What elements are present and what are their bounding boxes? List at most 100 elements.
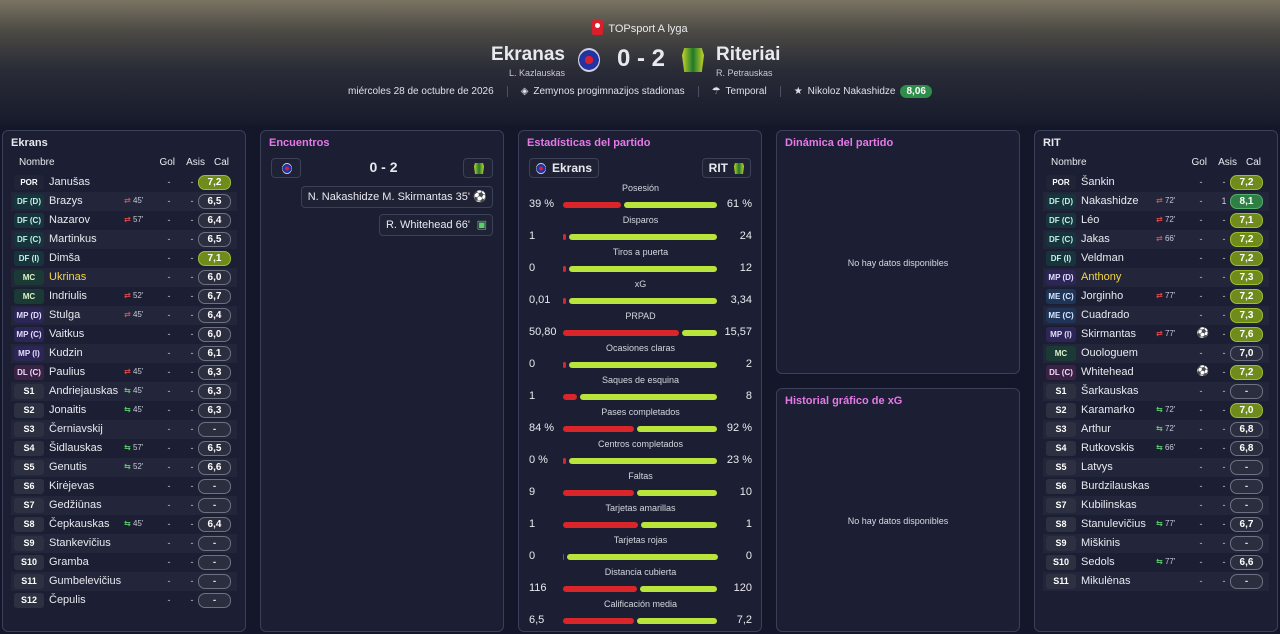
player-row[interactable]: ME (C) Cuadrado - -7,3 bbox=[1043, 306, 1269, 325]
player-row[interactable]: MP (D) Stulga ⇄ 45' - -6,4 bbox=[11, 306, 237, 325]
player-row[interactable]: S9 Stankevičius - - - bbox=[11, 534, 237, 553]
player-row[interactable]: S5 Latvys - - - bbox=[1043, 458, 1269, 477]
player-row[interactable]: POR Šankin - -7,2 bbox=[1043, 173, 1269, 192]
player-name[interactable]: Latvys bbox=[1081, 461, 1113, 473]
player-row[interactable]: S2 Jonaitis ⇆ 45' - -6,3 bbox=[11, 401, 237, 420]
player-row[interactable]: S1 Andriejauskas ⇆ 45' - -6,3 bbox=[11, 382, 237, 401]
home-mini-crest[interactable] bbox=[271, 158, 301, 178]
player-name[interactable]: Miškinis bbox=[1081, 537, 1121, 549]
player-row[interactable]: S4 Šidlauskas ⇆ 57' - -6,5 bbox=[11, 439, 237, 458]
player-row[interactable]: S3 Černiavskij - - - bbox=[11, 420, 237, 439]
player-row[interactable]: S1 Šarkauskas - - - bbox=[1043, 382, 1269, 401]
player-name[interactable]: Kirėjevas bbox=[49, 480, 95, 492]
col-cal[interactable]: Cal bbox=[1245, 157, 1261, 168]
player-name[interactable]: Gedžiūnas bbox=[49, 499, 102, 511]
player-row[interactable]: S9 Miškinis - - - bbox=[1043, 534, 1269, 553]
player-name[interactable]: Šankin bbox=[1081, 176, 1115, 188]
player-row[interactable]: MC Indriulis ⇄ 52' - -6,7 bbox=[11, 287, 237, 306]
player-row[interactable]: S5 Genutis ⇆ 52' - -6,6 bbox=[11, 458, 237, 477]
away-team-name[interactable]: Riteriai bbox=[716, 44, 781, 65]
player-row[interactable]: DF (D) Brazys ⇄ 45' - -6,5 bbox=[11, 192, 237, 211]
player-name[interactable]: Čepkauskas bbox=[49, 518, 110, 530]
player-name[interactable]: Veldman bbox=[1081, 252, 1124, 264]
player-row[interactable]: DF (I) Veldman - -7,2 bbox=[1043, 249, 1269, 268]
player-name[interactable]: Mikulėnas bbox=[1081, 575, 1131, 587]
player-name[interactable]: Ouologuem bbox=[1081, 347, 1138, 359]
player-row[interactable]: DF (C) Martinkus - -6,5 bbox=[11, 230, 237, 249]
player-row[interactable]: MC Ouologuem - -7,0 bbox=[1043, 344, 1269, 363]
player-name[interactable]: Šarkauskas bbox=[1081, 385, 1139, 397]
player-row[interactable]: DF (I) Dimša - -7,1 bbox=[11, 249, 237, 268]
player-row[interactable]: S10 Sedols ⇆ 77' - -6,6 bbox=[1043, 553, 1269, 572]
player-name[interactable]: Jorginho bbox=[1081, 290, 1124, 302]
player-row[interactable]: S6 Burdzilauskas - - - bbox=[1043, 477, 1269, 496]
player-row[interactable]: MC Ukrinas - -6,0 bbox=[11, 268, 237, 287]
player-name[interactable]: Genutis bbox=[49, 461, 87, 473]
player-name[interactable]: Jakas bbox=[1081, 233, 1110, 245]
player-name[interactable]: Paulius bbox=[49, 366, 86, 378]
player-name[interactable]: Stulga bbox=[49, 309, 81, 321]
player-name[interactable]: Kudzin bbox=[49, 347, 83, 359]
player-name[interactable]: Janušas bbox=[49, 176, 90, 188]
player-row[interactable]: MP (I) Kudzin - -6,1 bbox=[11, 344, 237, 363]
player-row[interactable]: POR Janušas - -7,2 bbox=[11, 173, 237, 192]
player-name[interactable]: Léo bbox=[1081, 214, 1100, 226]
player-row[interactable]: DF (D) Nakashidze ⇄ 72' - 1 8,1 bbox=[1043, 192, 1269, 211]
player-row[interactable]: DF (C) Nazarov ⇄ 57' - -6,4 bbox=[11, 211, 237, 230]
player-name[interactable]: Indriulis bbox=[49, 290, 87, 302]
col-asis[interactable]: Asis bbox=[186, 157, 205, 168]
goal-event[interactable]: R. Whitehead 66' ▣ bbox=[378, 214, 493, 236]
player-row[interactable]: DL (C) Whitehead ⚽ -7,2 bbox=[1043, 363, 1269, 382]
player-row[interactable]: S11 Gumbelevičius - - - bbox=[11, 572, 237, 591]
player-name[interactable]: Stankevičius bbox=[49, 537, 111, 549]
player-row[interactable]: S6 Kirėjevas - - - bbox=[11, 477, 237, 496]
stats-away-chip[interactable]: RIT bbox=[701, 158, 751, 178]
away-coach[interactable]: R. Petrauskas bbox=[716, 68, 773, 78]
away-crest-icon[interactable] bbox=[682, 48, 704, 72]
player-name[interactable]: Dimša bbox=[49, 252, 81, 264]
col-asis[interactable]: Asis bbox=[1218, 157, 1237, 168]
player-name[interactable]: Brazys bbox=[49, 195, 83, 207]
player-name[interactable]: Kubilinskas bbox=[1081, 499, 1137, 511]
player-name[interactable]: Anthony bbox=[1081, 271, 1122, 283]
player-name[interactable]: Černiavskij bbox=[49, 423, 103, 435]
goal-event[interactable]: N. Nakashidze M. Skirmantas 35' ⚽ bbox=[300, 186, 493, 208]
away-mini-crest[interactable] bbox=[463, 158, 493, 178]
player-name[interactable]: Skirmantas bbox=[1081, 328, 1137, 340]
player-name[interactable]: Gramba bbox=[49, 556, 89, 568]
player-row[interactable]: DF (C) Jakas ⇄ 66' - -7,2 bbox=[1043, 230, 1269, 249]
player-row[interactable]: S10 Gramba - - - bbox=[11, 553, 237, 572]
player-name[interactable]: Martinkus bbox=[49, 233, 97, 245]
player-name[interactable]: Jonaitis bbox=[49, 404, 87, 416]
player-name[interactable]: Nazarov bbox=[49, 214, 90, 226]
player-row[interactable]: S12 Čepulis - - - bbox=[11, 591, 237, 610]
col-gol[interactable]: Gol bbox=[159, 157, 175, 168]
home-team-name[interactable]: Ekranas bbox=[491, 44, 565, 65]
home-crest-icon[interactable] bbox=[578, 48, 600, 72]
player-name[interactable]: Karamarko bbox=[1081, 404, 1135, 416]
col-gol[interactable]: Gol bbox=[1191, 157, 1207, 168]
home-coach[interactable]: L. Kazlauskas bbox=[508, 68, 565, 78]
player-name[interactable]: Vaitkus bbox=[49, 328, 85, 340]
stats-home-chip[interactable]: Ekrans bbox=[529, 158, 600, 178]
player-name[interactable]: Burdzilauskas bbox=[1081, 480, 1150, 492]
player-name[interactable]: Šidlauskas bbox=[49, 442, 103, 454]
player-row[interactable]: S3 Arthur ⇆ 72' - -6,8 bbox=[1043, 420, 1269, 439]
player-name[interactable]: Rutkovskis bbox=[1081, 442, 1135, 454]
player-row[interactable]: S8 Čepkauskas ⇆ 45' - -6,4 bbox=[11, 515, 237, 534]
competition[interactable]: TOPsport A lyga bbox=[0, 20, 1280, 35]
player-row[interactable]: ME (C) Jorginho ⇄ 77' - -7,2 bbox=[1043, 287, 1269, 306]
player-name[interactable]: Andriejauskas bbox=[49, 385, 119, 397]
player-name[interactable]: Stanulevičius bbox=[1081, 518, 1146, 530]
stadium[interactable]: ◈ Zemynos progimnazijos stadionas bbox=[508, 86, 699, 97]
player-row[interactable]: S7 Gedžiūnas - - - bbox=[11, 496, 237, 515]
player-name[interactable]: Ukrinas bbox=[49, 271, 87, 283]
player-row[interactable]: S2 Karamarko ⇆ 72' - -7,0 bbox=[1043, 401, 1269, 420]
player-name[interactable]: Sedols bbox=[1081, 556, 1115, 568]
player-row[interactable]: MP (C) Vaitkus - -6,0 bbox=[11, 325, 237, 344]
player-name[interactable]: Arthur bbox=[1081, 423, 1111, 435]
col-name[interactable]: Nombre bbox=[1051, 157, 1087, 168]
player-row[interactable]: MP (I) Skirmantas ⇄ 77' ⚽ -7,6 bbox=[1043, 325, 1269, 344]
player-name[interactable]: Gumbelevičius bbox=[49, 575, 122, 587]
player-name[interactable]: Nakashidze bbox=[1081, 195, 1139, 207]
